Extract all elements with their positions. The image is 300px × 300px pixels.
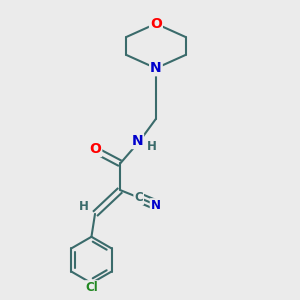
- Text: H: H: [147, 140, 157, 153]
- Text: C: C: [134, 191, 143, 204]
- Text: O: O: [89, 142, 101, 156]
- Text: H: H: [79, 200, 89, 213]
- Text: O: O: [150, 17, 162, 31]
- Text: N: N: [150, 61, 162, 75]
- Text: N: N: [131, 134, 143, 148]
- Text: Cl: Cl: [85, 281, 98, 294]
- Text: N: N: [151, 199, 160, 212]
